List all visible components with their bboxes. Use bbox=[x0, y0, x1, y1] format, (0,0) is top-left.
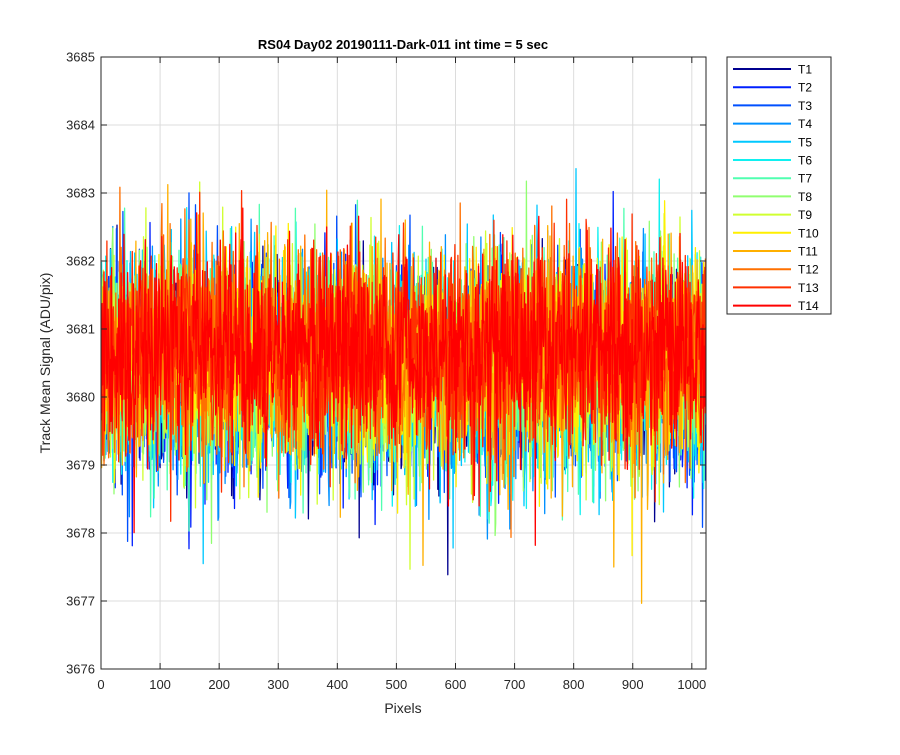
y-axis-label: Track Mean Signal (ADU/pix) bbox=[37, 273, 53, 454]
x-tick-label: 400 bbox=[326, 677, 348, 692]
y-tick-label: 3685 bbox=[66, 50, 95, 65]
x-tick-label: 500 bbox=[386, 677, 408, 692]
legend-label-t13: T13 bbox=[798, 281, 819, 295]
legend-label-t6: T6 bbox=[798, 154, 812, 168]
legend-label-t11: T11 bbox=[798, 245, 818, 259]
legend: T1 T2 T3 T4 T5 T6 T7 T8 T9 T10 T11 T12 T13 T14 bbox=[726, 56, 832, 315]
legend-label-t5: T5 bbox=[798, 135, 812, 149]
legend-label-t8: T8 bbox=[798, 190, 812, 204]
y-tick-label: 3681 bbox=[66, 322, 95, 337]
x-tick-label: 1000 bbox=[677, 677, 706, 692]
series-line-t14 bbox=[101, 207, 706, 546]
x-tick-label: 100 bbox=[149, 677, 171, 692]
legend-label-t7: T7 bbox=[798, 172, 812, 186]
legend-label-t14: T14 bbox=[798, 299, 819, 313]
y-tick-label: 3683 bbox=[66, 186, 95, 201]
legend-label-t2: T2 bbox=[798, 81, 812, 95]
legend-label-t12: T12 bbox=[798, 263, 819, 277]
axis-ticks: 0 100 200 300 400 500 600 700 800 900 1000 3676 3677… bbox=[66, 50, 706, 693]
x-tick-label: 800 bbox=[563, 677, 585, 692]
x-tick-label: 300 bbox=[267, 677, 289, 692]
chart-title: RS04 Day02 20190111-Dark-011 int time = … bbox=[258, 37, 548, 52]
y-tick-label: 3679 bbox=[66, 458, 95, 473]
legend-label-t10: T10 bbox=[798, 226, 819, 240]
x-tick-label: 700 bbox=[504, 677, 526, 692]
y-tick-label: 3676 bbox=[66, 662, 95, 677]
x-tick-label: 0 bbox=[97, 677, 104, 692]
x-tick-label: 600 bbox=[445, 677, 467, 692]
y-tick-label: 3678 bbox=[66, 526, 95, 541]
x-tick-label: 900 bbox=[622, 677, 644, 692]
legend-label-t3: T3 bbox=[798, 99, 812, 113]
y-tick-label: 3680 bbox=[66, 390, 95, 405]
y-tick-label: 3677 bbox=[66, 594, 95, 609]
y-tick-label: 3682 bbox=[66, 254, 95, 269]
series-layer bbox=[101, 168, 706, 604]
plot-border bbox=[100, 56, 707, 670]
y-tick-label: 3684 bbox=[66, 118, 95, 133]
legend-label-t1: T1 bbox=[798, 63, 812, 77]
legend-label-t4: T4 bbox=[798, 117, 812, 131]
legend-box bbox=[726, 56, 832, 315]
legend-label-t9: T9 bbox=[798, 208, 812, 222]
x-axis-label: Pixels bbox=[384, 700, 421, 716]
x-tick-label: 200 bbox=[208, 677, 230, 692]
